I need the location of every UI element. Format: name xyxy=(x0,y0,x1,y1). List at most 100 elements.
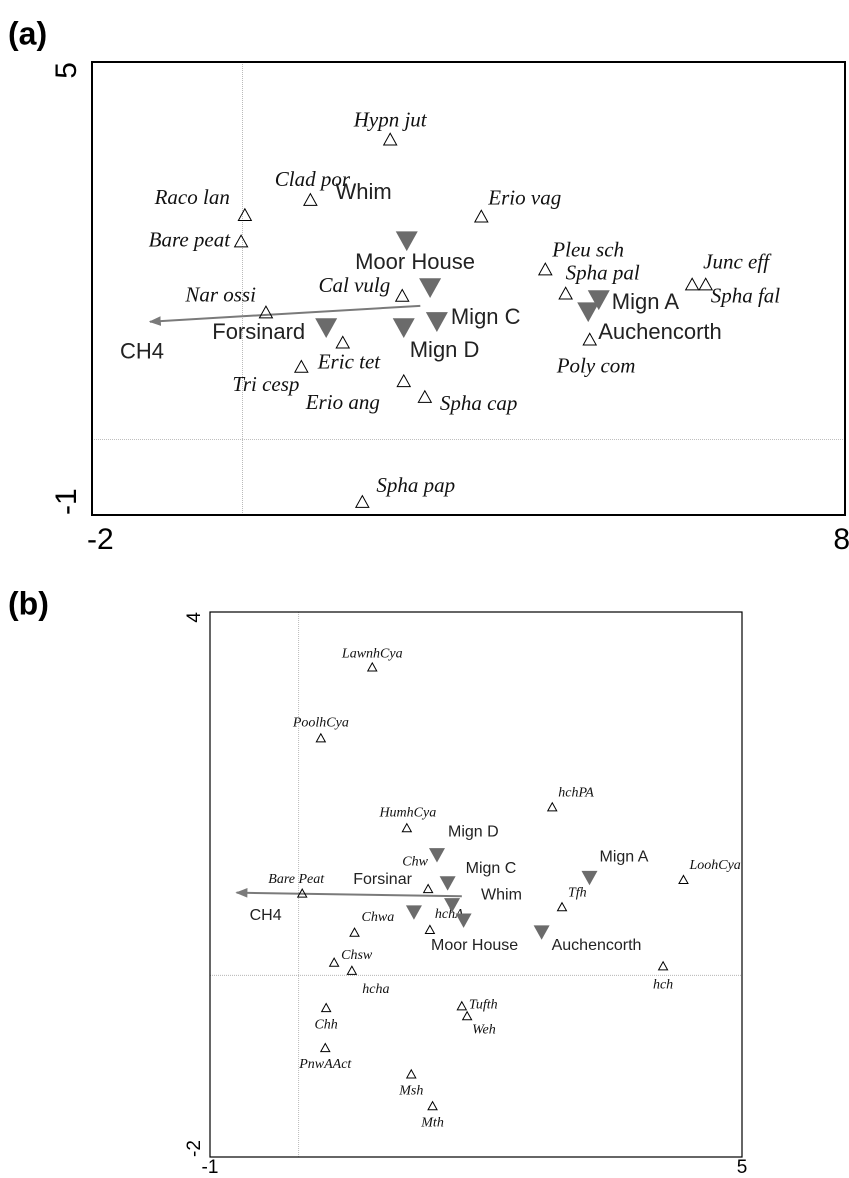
site-label: Auchencorth xyxy=(552,937,642,954)
species-point xyxy=(346,965,358,975)
species-point xyxy=(582,332,598,346)
species-label: Spha pap xyxy=(376,473,455,497)
species-point xyxy=(382,132,398,146)
site-point xyxy=(392,318,415,339)
species-label: Hypn jut xyxy=(353,108,428,132)
species-label: Nar ossi xyxy=(184,282,256,306)
site-point xyxy=(577,302,600,323)
species-label: Spha fal xyxy=(711,284,781,308)
site-label: Forsinard xyxy=(212,319,305,344)
arrow-label: CH4 xyxy=(250,907,282,924)
species-label: Junc eff xyxy=(703,250,772,274)
species-label: Tri cesp xyxy=(232,372,299,396)
species-label: hcha xyxy=(362,982,389,997)
species-label: HumhCya xyxy=(378,805,436,820)
species-point xyxy=(394,288,410,302)
species-point xyxy=(335,335,351,349)
site-point xyxy=(444,898,461,913)
species-point xyxy=(319,1042,331,1053)
species-point xyxy=(303,192,318,206)
site-label: Moor House xyxy=(355,249,475,274)
species-label: Bare peat xyxy=(149,228,232,252)
species-point xyxy=(258,305,274,319)
species-label: Bare Peat xyxy=(268,872,325,887)
species-point xyxy=(473,209,489,223)
species-label: Erio ang xyxy=(305,390,380,414)
species-label: Chw xyxy=(402,854,428,869)
site-point xyxy=(455,913,472,928)
species-label: Tfh xyxy=(568,885,587,900)
site-label: Whim xyxy=(481,887,522,904)
site-label: Mign A xyxy=(612,289,680,314)
species-label: hch xyxy=(653,977,673,992)
species-point xyxy=(558,286,573,300)
species-point xyxy=(417,389,433,403)
arrow-label: CH4 xyxy=(120,339,164,364)
species-point xyxy=(427,1100,438,1111)
species-point xyxy=(424,924,436,935)
species-point xyxy=(396,373,412,388)
species-point xyxy=(657,960,669,971)
arrow xyxy=(235,888,462,898)
species-label: Clad por xyxy=(275,167,351,191)
site-label: Mign C xyxy=(466,860,517,877)
species-point xyxy=(315,732,327,743)
plot-frame xyxy=(209,611,743,1158)
species-point xyxy=(461,1010,473,1021)
panel-label: (b) xyxy=(8,585,49,621)
site-label: Mign A xyxy=(599,848,648,865)
x-tick-label: -1 xyxy=(202,1157,219,1178)
species-label: Weh xyxy=(472,1022,496,1037)
species-point xyxy=(349,927,360,937)
site-point xyxy=(395,231,418,252)
site-point xyxy=(439,876,456,891)
species-label: Chh xyxy=(314,1017,337,1032)
species-point xyxy=(401,822,413,833)
site-point xyxy=(405,905,422,920)
site-point xyxy=(425,312,448,332)
species-point xyxy=(556,901,568,912)
panel-label: (a) xyxy=(8,15,47,51)
species-label: Pleu sch xyxy=(551,237,624,261)
site-label: Forsinar xyxy=(353,871,412,888)
y-tick-label: -1 xyxy=(50,488,83,515)
species-label: PnwAAct xyxy=(298,1057,352,1072)
species-label: hchPA xyxy=(558,786,594,801)
x-tick-label: 8 xyxy=(833,523,849,556)
species-label: hchA xyxy=(435,907,464,922)
species-point xyxy=(698,277,714,291)
species-label: Eric tet xyxy=(317,350,382,374)
species-point xyxy=(237,207,253,221)
species-label: Chwa xyxy=(362,910,395,925)
species-point xyxy=(546,801,558,812)
species-label: LawnhCya xyxy=(341,647,403,662)
species-point xyxy=(296,888,308,898)
species-point xyxy=(366,661,378,672)
species-point xyxy=(678,874,689,885)
site-label: Moor House xyxy=(431,937,518,954)
arrow xyxy=(148,304,421,326)
species-point xyxy=(456,1000,468,1011)
plot-frame xyxy=(91,61,846,516)
species-point xyxy=(684,277,700,291)
site-point xyxy=(315,318,338,339)
species-label: Chsw xyxy=(341,948,373,963)
site-point xyxy=(428,848,445,863)
x-tick-label: 5 xyxy=(737,1157,748,1178)
species-label: Mth xyxy=(420,1115,444,1130)
species-point xyxy=(422,883,434,894)
species-label: Raco lan xyxy=(154,185,230,209)
y-tick-label: 4 xyxy=(184,612,205,623)
site-label: Mign D xyxy=(410,337,480,362)
x-tick-label: -2 xyxy=(87,523,114,556)
species-label: Cal vulg xyxy=(318,273,390,297)
species-label: LoohCya xyxy=(688,858,740,873)
species-point xyxy=(328,957,340,967)
site-point xyxy=(581,870,598,886)
species-point xyxy=(320,1002,332,1013)
site-label: Mign D xyxy=(448,824,499,841)
species-label: Spha cap xyxy=(440,391,518,415)
species-point xyxy=(354,494,370,508)
